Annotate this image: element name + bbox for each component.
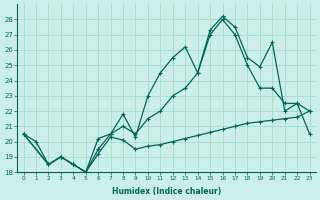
X-axis label: Humidex (Indice chaleur): Humidex (Indice chaleur) xyxy=(112,187,221,196)
